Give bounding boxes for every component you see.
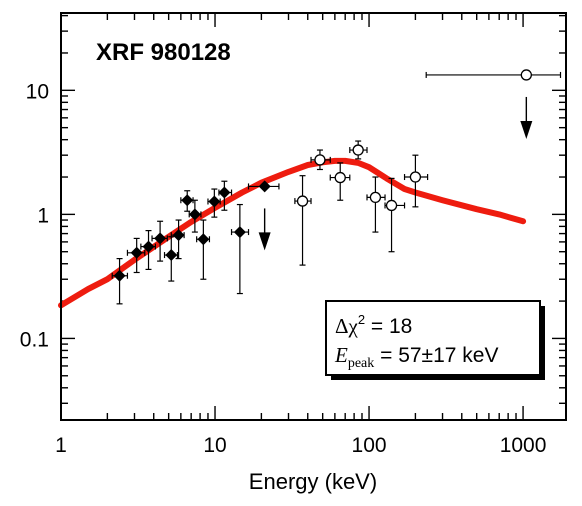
- data-point: [130, 246, 143, 259]
- data-point: [154, 232, 167, 245]
- data-point: [218, 186, 231, 199]
- data-point: [113, 269, 126, 282]
- chi-square-exponent: 2: [358, 312, 365, 327]
- data-point: [334, 171, 346, 184]
- data-point: [142, 240, 155, 253]
- tick-labels: 1 10 100 1000 0.1 1 10: [20, 80, 547, 457]
- annotation-box: Δχ2 = 18 Epeak = 57±17 keV: [325, 300, 545, 380]
- data-point: [188, 208, 201, 221]
- epeak-subscript: peak: [348, 356, 374, 371]
- data-point: [181, 194, 194, 207]
- x-tick-label: 10: [203, 434, 226, 457]
- y-tick-label: 1: [37, 204, 49, 227]
- data-point: [369, 191, 382, 204]
- y-tick-label: 10: [26, 80, 49, 103]
- data-point: [352, 144, 364, 156]
- annotation-epeak: Epeak = 57±17 keV: [334, 343, 498, 371]
- data-point: [165, 249, 178, 262]
- data-point: [520, 69, 532, 81]
- upper-limit-arrow: [258, 232, 271, 251]
- data-point: [208, 195, 221, 208]
- annotation-chi-square: Δχ2 = 18: [335, 312, 412, 338]
- annotation-frame: [325, 300, 541, 376]
- model-curve: [58, 157, 527, 309]
- x-tick-label: 1000: [500, 434, 547, 457]
- data-point: [296, 195, 309, 207]
- data-point: [172, 229, 185, 242]
- data-point: [314, 154, 326, 166]
- plot-frame: [60, 12, 567, 421]
- upper-limit-arrow: [520, 120, 533, 139]
- epeak-variable: E: [334, 343, 348, 367]
- axis-ticks: [60, 13, 566, 420]
- model-curve-layer: [58, 157, 527, 309]
- data-point: [197, 233, 210, 246]
- delta-chi-symbol: Δχ: [335, 314, 359, 338]
- data-point: [233, 226, 246, 239]
- x-axis-label: Energy (keV): [249, 469, 377, 494]
- data-point: [409, 171, 422, 183]
- data-points-layer: [111, 69, 562, 305]
- data-point: [385, 199, 398, 212]
- x-tick-label: 1: [55, 434, 67, 457]
- chart-title: XRF 980128: [96, 39, 231, 66]
- x-tick-label: 100: [352, 434, 387, 457]
- chi-square-value: = 18: [365, 315, 412, 338]
- data-point: [258, 180, 271, 193]
- y-tick-label: 0.1: [20, 328, 49, 351]
- epeak-value: = 57±17 keV: [374, 344, 498, 367]
